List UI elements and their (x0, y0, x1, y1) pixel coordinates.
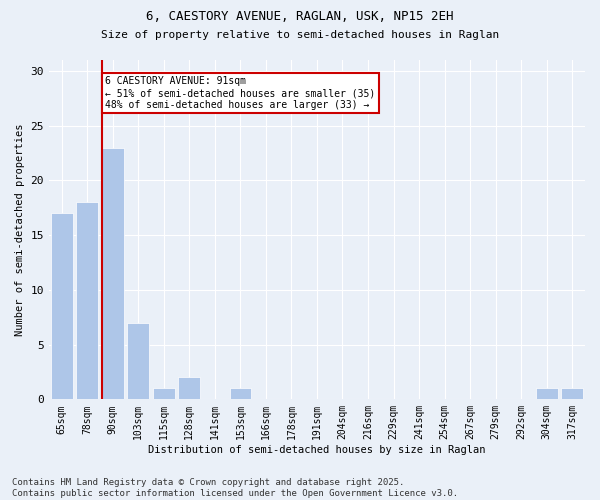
Text: Contains HM Land Registry data © Crown copyright and database right 2025.
Contai: Contains HM Land Registry data © Crown c… (12, 478, 458, 498)
Text: Size of property relative to semi-detached houses in Raglan: Size of property relative to semi-detach… (101, 30, 499, 40)
Bar (562, 388, 583, 400)
Bar (153, 388, 175, 400)
Bar (536, 388, 557, 400)
Bar (51, 213, 73, 400)
X-axis label: Distribution of semi-detached houses by size in Raglan: Distribution of semi-detached houses by … (148, 445, 486, 455)
Text: 6 CAESTORY AVENUE: 91sqm
← 51% of semi-detached houses are smaller (35)
48% of s: 6 CAESTORY AVENUE: 91sqm ← 51% of semi-d… (105, 76, 375, 110)
Bar (178, 378, 200, 400)
Y-axis label: Number of semi-detached properties: Number of semi-detached properties (15, 124, 25, 336)
Bar (102, 148, 124, 400)
Bar (230, 388, 251, 400)
Bar (76, 202, 98, 400)
Text: 6, CAESTORY AVENUE, RAGLAN, USK, NP15 2EH: 6, CAESTORY AVENUE, RAGLAN, USK, NP15 2E… (146, 10, 454, 23)
Bar (127, 322, 149, 400)
